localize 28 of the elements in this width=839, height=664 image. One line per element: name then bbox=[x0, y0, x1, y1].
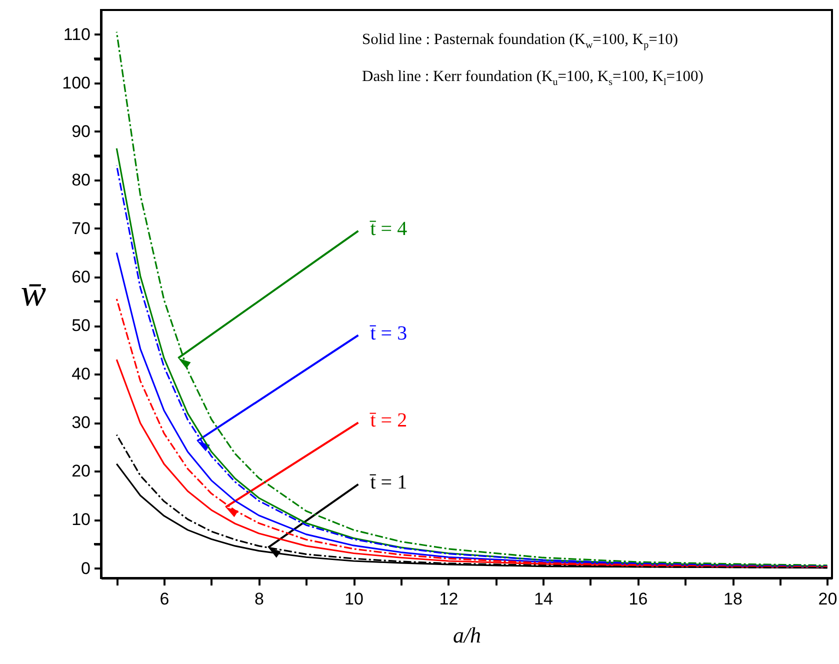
y-tick-label: 20 bbox=[72, 462, 90, 481]
y-tick-label: 110 bbox=[63, 24, 90, 44]
x-tick-label: 18 bbox=[724, 590, 742, 608]
y-tick-label: 40 bbox=[72, 364, 90, 384]
y-tick-label: 60 bbox=[72, 268, 90, 287]
y-tick-label: 0 bbox=[81, 558, 90, 578]
annotation: Solid line : Pasternak foundation (K$_{w}$=100, K$_{p}$=10) bbox=[362, 30, 680, 54]
y-axis-title: w̄ bbox=[20, 272, 47, 314]
annotation: t̄ = 4 bbox=[368, 218, 408, 240]
annotation: t̄ = 2 bbox=[368, 410, 408, 432]
y-tick-label: 80 bbox=[72, 170, 90, 190]
x-tick-label: 14 bbox=[534, 590, 553, 608]
annotation: Dash line : Kerr foundation (K$_{u}$=100, K$_{s}$=100, K$_{l}$=100) bbox=[362, 67, 704, 90]
y-tick-label: 100 bbox=[62, 73, 90, 92]
x-tick-label: 20 bbox=[818, 590, 838, 608]
y-tick-label: 50 bbox=[72, 316, 90, 336]
y-tick-label: 30 bbox=[72, 413, 90, 432]
x-tick-label: 12 bbox=[439, 590, 458, 608]
annotation: t̄ = 1 bbox=[368, 471, 408, 494]
y-tick-label: 10 bbox=[72, 510, 90, 530]
x-tick-label: 8 bbox=[254, 590, 264, 608]
y-tick-label: 70 bbox=[72, 218, 90, 238]
x-tick-label: 6 bbox=[160, 590, 170, 608]
x-tick-label: 16 bbox=[628, 590, 648, 608]
x-axis-title: a/h bbox=[452, 622, 482, 648]
y-tick-label: 90 bbox=[72, 122, 90, 141]
annotation: t̄ = 3 bbox=[368, 322, 408, 344]
x-tick-label: 10 bbox=[344, 590, 364, 608]
